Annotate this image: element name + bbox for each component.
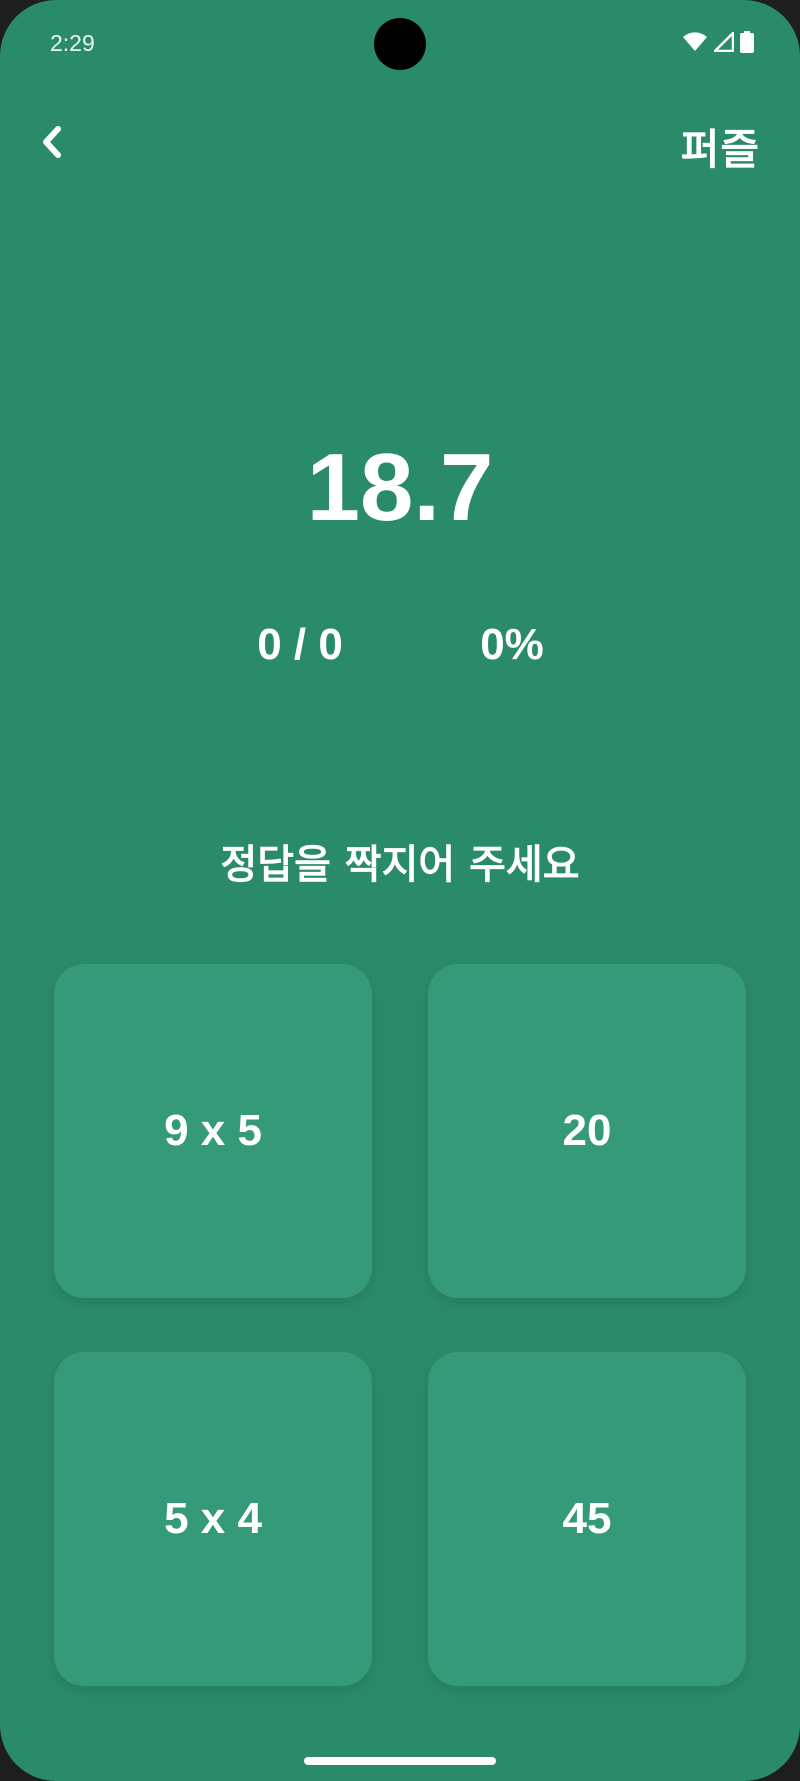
back-button[interactable] (30, 118, 74, 170)
home-indicator[interactable] (304, 1757, 496, 1765)
puzzle-card[interactable]: 9 x 5 (54, 964, 372, 1298)
card-label: 45 (562, 1494, 612, 1543)
wifi-icon (682, 32, 708, 52)
puzzle-card[interactable]: 45 (428, 1352, 746, 1686)
timer-display: 18.7 (306, 434, 494, 541)
status-time: 2:29 (50, 30, 95, 56)
card-label: 9 x 5 (164, 1106, 262, 1155)
puzzle-card[interactable]: 20 (428, 964, 746, 1298)
instruction-text: 정답을 짝지어 주세요 (220, 842, 580, 888)
camera-cutout (374, 18, 426, 70)
status-icons (682, 31, 754, 53)
score-counter: 0 / 0 (257, 620, 343, 669)
card-label: 5 x 4 (164, 1494, 262, 1543)
signal-icon (714, 32, 734, 52)
page-title: 퍼즐 (680, 125, 760, 174)
puzzle-card[interactable]: 5 x 4 (54, 1352, 372, 1686)
accuracy-percent: 0% (480, 620, 544, 669)
card-label: 20 (562, 1106, 612, 1155)
battery-icon (740, 31, 754, 53)
chevron-left-icon (40, 125, 64, 163)
